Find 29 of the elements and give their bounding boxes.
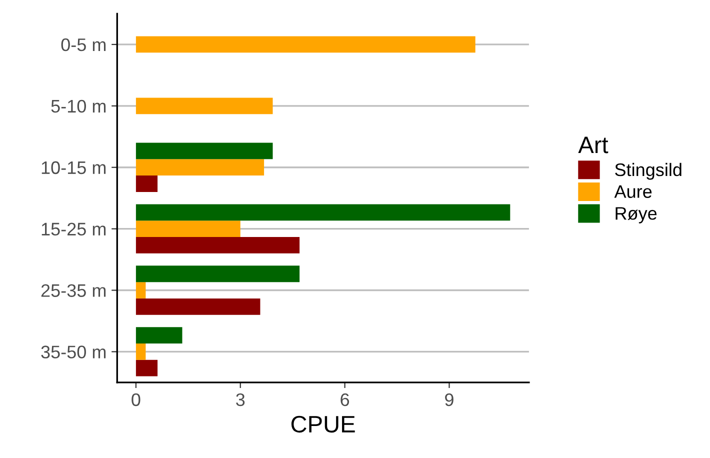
bar: [136, 36, 476, 53]
bar: [136, 360, 158, 376]
y-tick-label: 10-15 m: [42, 161, 106, 174]
x-tick-label: 9: [445, 393, 454, 406]
y-tick-label: 15-25 m: [42, 222, 106, 236]
bar: [136, 237, 300, 254]
bar: [136, 327, 182, 344]
bar: [136, 142, 273, 160]
legend-title: Art: [578, 136, 608, 154]
bar: [136, 159, 264, 176]
y-tick-label: 25-35 m: [41, 284, 106, 297]
bar: [136, 204, 510, 221]
legend-label: Røye: [616, 207, 657, 224]
y-tick-label: 35-50 m: [41, 346, 106, 358]
bar: [136, 176, 158, 192]
bar: [136, 220, 240, 237]
x-tick-label: 6: [340, 393, 350, 406]
x-tick-label: 3: [236, 393, 245, 406]
y-tick-label: 5-10 m: [51, 100, 106, 113]
bar: [136, 266, 300, 282]
bar: [136, 344, 146, 360]
bar: [136, 282, 146, 298]
legend-label: Stingsild: [615, 162, 682, 180]
legend-label: Aure: [614, 185, 652, 198]
x-tick-label: 0: [132, 393, 140, 406]
x-axis-title: CPUE: [291, 416, 355, 433]
y-tick-label: 0-5 m: [61, 38, 106, 52]
bar: [136, 98, 273, 114]
bar: [136, 298, 260, 315]
